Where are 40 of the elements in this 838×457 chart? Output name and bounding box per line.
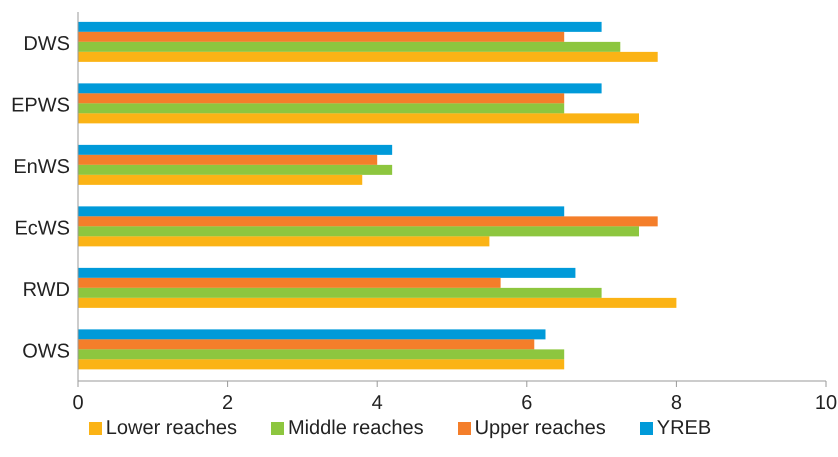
bar (78, 52, 658, 62)
bar (78, 93, 564, 104)
bar (78, 154, 378, 165)
x-tick-label: 0 (72, 392, 84, 414)
x-tick-label: 10 (814, 392, 838, 414)
y-tick-label: EcWS (14, 217, 70, 240)
legend-label: YREB (656, 417, 712, 439)
bar (78, 83, 602, 94)
bar (78, 268, 576, 278)
bar (78, 298, 676, 308)
x-tick-label: 4 (372, 392, 383, 414)
bar (78, 174, 362, 185)
legend-label: Upper reaches (474, 417, 606, 439)
y-tick-label: OWS (22, 340, 70, 362)
y-tick-label: EPWS (11, 94, 70, 116)
bar (78, 42, 620, 52)
bar (78, 339, 534, 350)
y-tick-label: EnWS (13, 156, 70, 178)
bar (78, 349, 564, 360)
bar (78, 103, 564, 114)
legend-label: Lower reaches (106, 417, 237, 439)
bar (78, 236, 490, 246)
bar (78, 226, 639, 236)
bar (78, 22, 602, 32)
x-tick-label: 8 (670, 392, 682, 414)
bar (78, 216, 658, 226)
bar (78, 329, 546, 340)
legend-label: Middle reaches (288, 417, 424, 439)
bar (78, 288, 602, 298)
y-tick-label: RWD (22, 278, 70, 301)
y-tick-label: DWS (23, 32, 70, 55)
bar (78, 359, 564, 370)
x-tick-label: 2 (222, 392, 234, 414)
bar (78, 278, 501, 288)
bar (78, 164, 392, 175)
bar (78, 32, 564, 42)
bar (78, 113, 639, 124)
x-tick-label: 6 (521, 392, 532, 414)
bar (78, 206, 564, 216)
bar (78, 144, 392, 155)
